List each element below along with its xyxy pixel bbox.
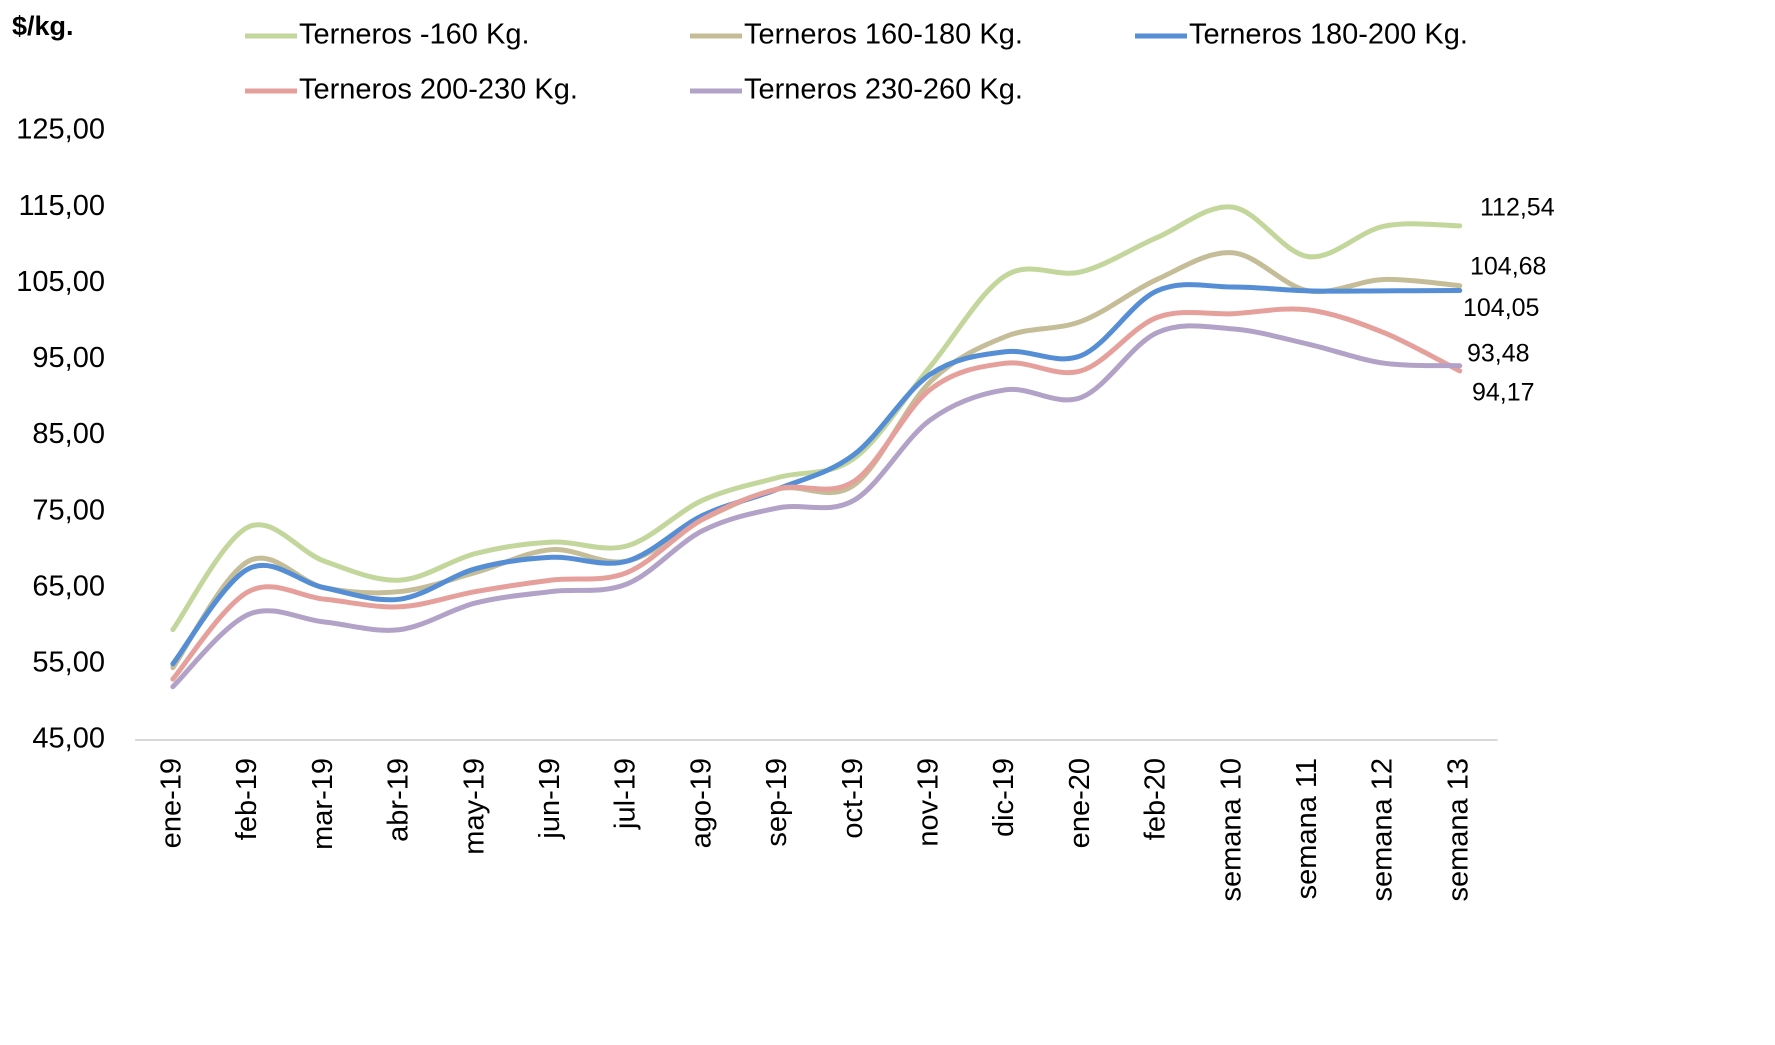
x-tick-label: nov-19: [913, 758, 945, 847]
x-tick-label: semana 11: [1291, 758, 1323, 899]
series-line: [170, 282, 1463, 667]
x-tick-label: semana 13: [1442, 758, 1474, 902]
y-unit: $/kg.: [12, 11, 74, 41]
series-line: [170, 250, 1463, 671]
data-label: 93,48: [1467, 340, 1530, 368]
y-tick-label: 65,00: [32, 570, 105, 602]
y-tick-label: 55,00: [32, 647, 105, 679]
y-tick-label: 75,00: [32, 494, 105, 526]
series-line: [170, 306, 1463, 682]
data-label: 104,05: [1463, 294, 1539, 322]
x-tick-label: mar-19: [307, 758, 339, 850]
x-tick-label: ene-20: [1064, 758, 1096, 848]
x-tick-label: jul-19: [610, 758, 642, 830]
y-tick-label: 45,00: [32, 723, 105, 755]
x-tick-label: semana 10: [1215, 758, 1247, 902]
y-tick-label: 95,00: [32, 342, 105, 374]
x-tick-label: may-19: [458, 758, 490, 855]
y-tick-label: 85,00: [32, 418, 105, 450]
legend-label: Terneros 160-180 Kg.: [744, 19, 1023, 51]
x-tick-label: feb-19: [231, 758, 263, 840]
y-tick-label: 125,00: [16, 114, 105, 146]
x-tick-label: jun-19: [534, 758, 566, 840]
x-tick-label: oct-19: [837, 758, 869, 839]
x-tick-label: ene-19: [156, 758, 188, 848]
legend-label: Terneros -160 Kg.: [299, 19, 530, 51]
y-tick-label: 105,00: [16, 266, 105, 298]
x-tick-label: dic-19: [988, 758, 1020, 837]
series-line: [170, 323, 1463, 690]
data-label: 112,54: [1480, 193, 1555, 221]
x-tick-label: abr-19: [383, 758, 415, 842]
y-tick-label: 115,00: [18, 190, 105, 222]
x-tick-label: feb-20: [1140, 758, 1172, 840]
legend-label: Terneros 200-230 Kg.: [299, 74, 578, 106]
x-tick-label: sep-19: [761, 758, 793, 847]
legend-label: Terneros 230-260 Kg.: [744, 74, 1023, 106]
data-label: 104,68: [1470, 252, 1546, 280]
data-label: 94,17: [1472, 378, 1535, 406]
legend-label: Terneros 180-200 Kg.: [1189, 19, 1468, 51]
x-tick-label: ago-19: [685, 758, 717, 848]
x-tick-label: semana 12: [1367, 758, 1399, 902]
